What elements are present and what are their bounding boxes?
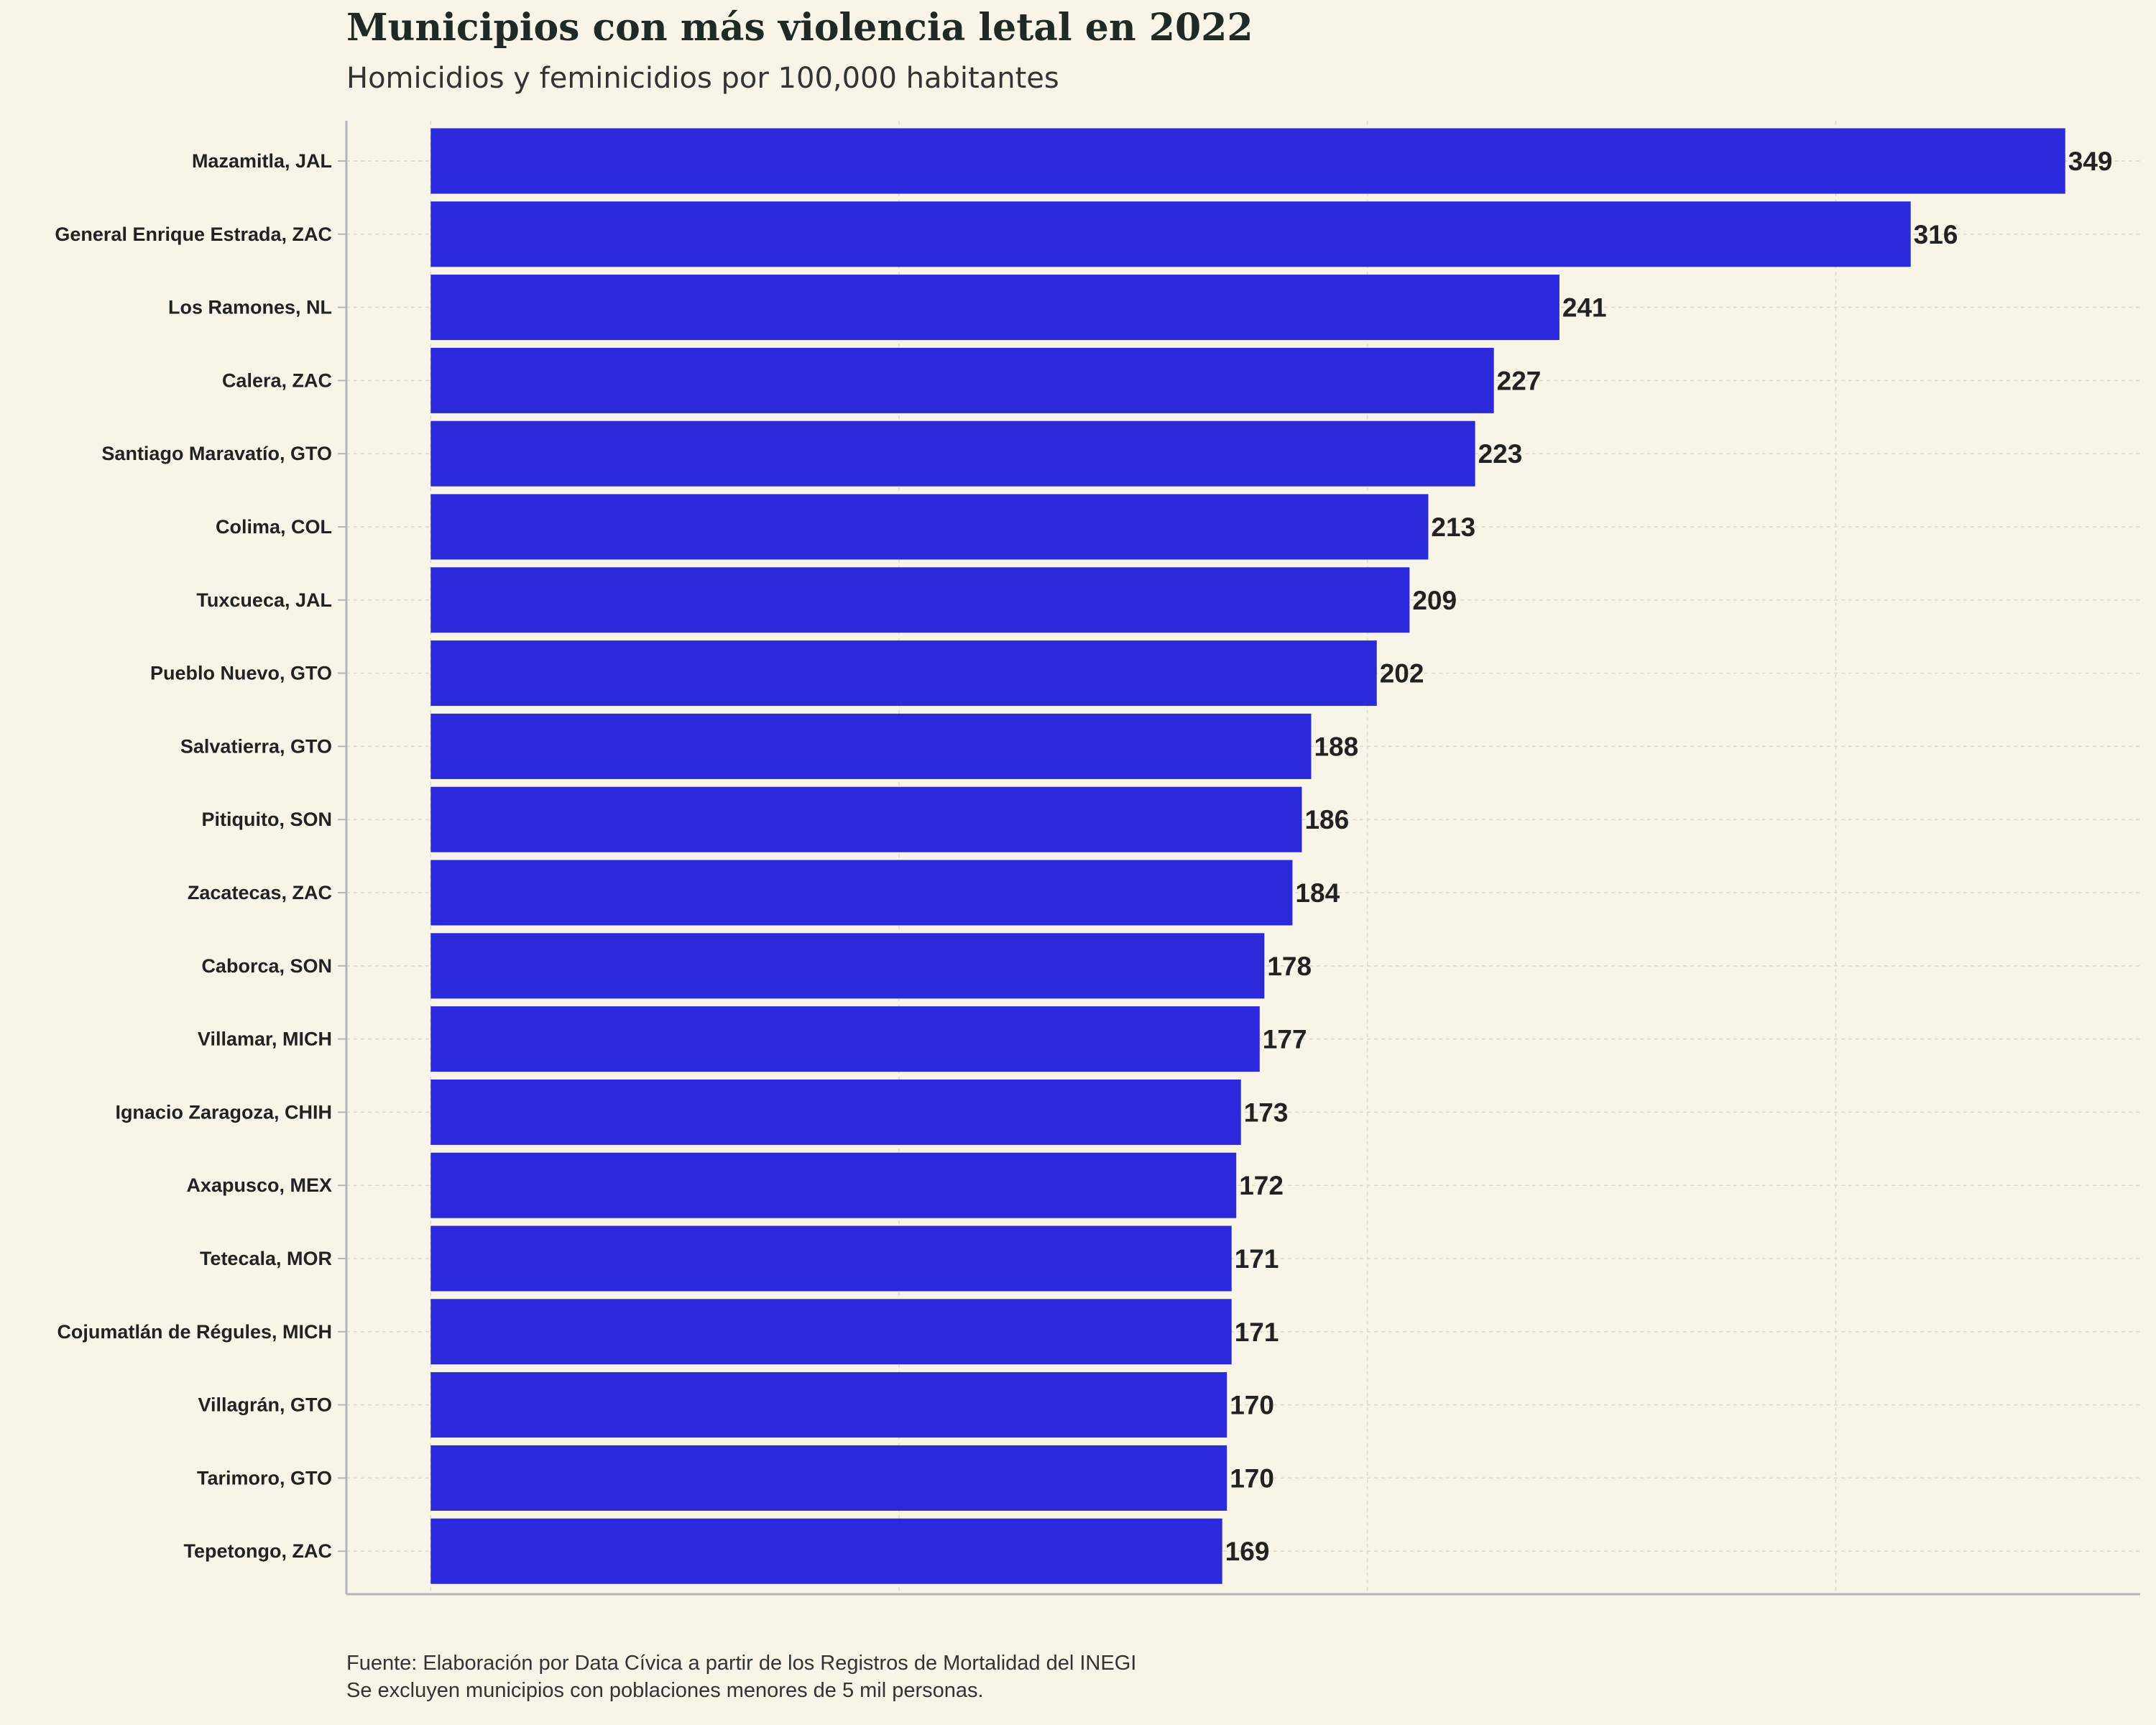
bar [430, 420, 1475, 487]
category-tick-label: Tepetongo, ZAC [184, 1540, 332, 1562]
value-label: 213 [1431, 512, 1475, 542]
category-tick-label: Cojumatlán de Régules, MICH [57, 1321, 332, 1343]
value-label: 170 [1230, 1463, 1274, 1493]
bars [430, 128, 2065, 1584]
bar [430, 713, 1312, 779]
axes [338, 121, 2140, 1596]
value-label: 171 [1235, 1317, 1279, 1347]
category-tick-label: Salvatierra, GTO [180, 735, 332, 757]
value-label: 170 [1230, 1391, 1274, 1420]
chart-title: Municipios con más violencia letal en 20… [346, 6, 1253, 50]
bar [430, 1152, 1237, 1218]
category-tick-label: Villamar, MICH [198, 1029, 332, 1050]
value-label: 169 [1225, 1537, 1270, 1566]
value-label: 209 [1412, 586, 1457, 615]
category-tick-label: Caborca, SON [201, 955, 332, 977]
bar [430, 1518, 1222, 1584]
chart-subtitle: Homicidios y feminicidios por 100,000 ha… [346, 62, 1059, 95]
value-label: 188 [1314, 732, 1358, 761]
value-label: 202 [1380, 659, 1424, 689]
value-label: 172 [1239, 1171, 1284, 1200]
value-label: 178 [1267, 952, 1312, 981]
bar [430, 640, 1377, 707]
bar [430, 347, 1494, 413]
category-tick-label: Tarimoro, GTO [197, 1467, 332, 1489]
category-tick-label: Ignacio Zaragoza, CHIH [115, 1101, 332, 1123]
bar [430, 1299, 1232, 1365]
bar [430, 201, 1911, 267]
category-tick-label: Zacatecas, ZAC [188, 882, 332, 903]
category-tick-labels: Mazamitla, JAL General Enrique Estrada, Z… [55, 150, 332, 1562]
value-label: 186 [1304, 805, 1349, 834]
value-label: 223 [1478, 439, 1523, 469]
category-tick-label: Tuxcueca, JAL [196, 589, 332, 611]
bar [430, 1079, 1241, 1145]
category-tick-label: Pueblo Nuevo, GTO [150, 663, 332, 684]
category-tick-label: Villagrán, GTO [198, 1394, 332, 1416]
bar [430, 860, 1293, 926]
value-labels: 349 316 241 227 223 213 209 202 188 186 184 178 177 1… [1225, 147, 2113, 1566]
value-label: 227 [1497, 366, 1542, 395]
value-label: 171 [1235, 1244, 1279, 1274]
category-tick-label: Tetecala, MOR [200, 1248, 332, 1269]
category-tick-label: Mazamitla, JAL [192, 150, 332, 172]
bar [430, 275, 1560, 341]
bar [430, 786, 1302, 852]
category-tick-label: Pitiquito, SON [202, 809, 333, 830]
bar [430, 128, 2065, 194]
value-label: 316 [1914, 220, 1958, 249]
category-tick-label: General Enrique Estrada, ZAC [55, 224, 332, 245]
bar [430, 1445, 1227, 1511]
value-label: 177 [1263, 1025, 1307, 1054]
category-tick-label: Calera, ZAC [222, 369, 332, 391]
bar [430, 1372, 1227, 1438]
bar [430, 494, 1429, 560]
category-tick-label: Santiago Maravatío, GTO [101, 443, 332, 464]
category-tick-label: Los Ramones, NL [168, 297, 332, 318]
category-tick-label: Axapusco, MEX [186, 1174, 332, 1196]
category-tick-label: Colima, COL [216, 516, 332, 538]
grid-lines [346, 121, 2140, 1594]
value-label: 349 [2068, 147, 2113, 176]
caption-note: Se excluyen municipios con poblaciones m… [346, 1679, 984, 1702]
bar [430, 567, 1410, 633]
bar [430, 1225, 1232, 1292]
bar [430, 1006, 1260, 1072]
bar [430, 933, 1265, 999]
value-label: 184 [1295, 878, 1340, 908]
caption-source: Fuente: Elaboración por Data Cívica a pa… [346, 1652, 1137, 1675]
value-label: 241 [1562, 293, 1607, 323]
value-label: 173 [1244, 1098, 1289, 1127]
